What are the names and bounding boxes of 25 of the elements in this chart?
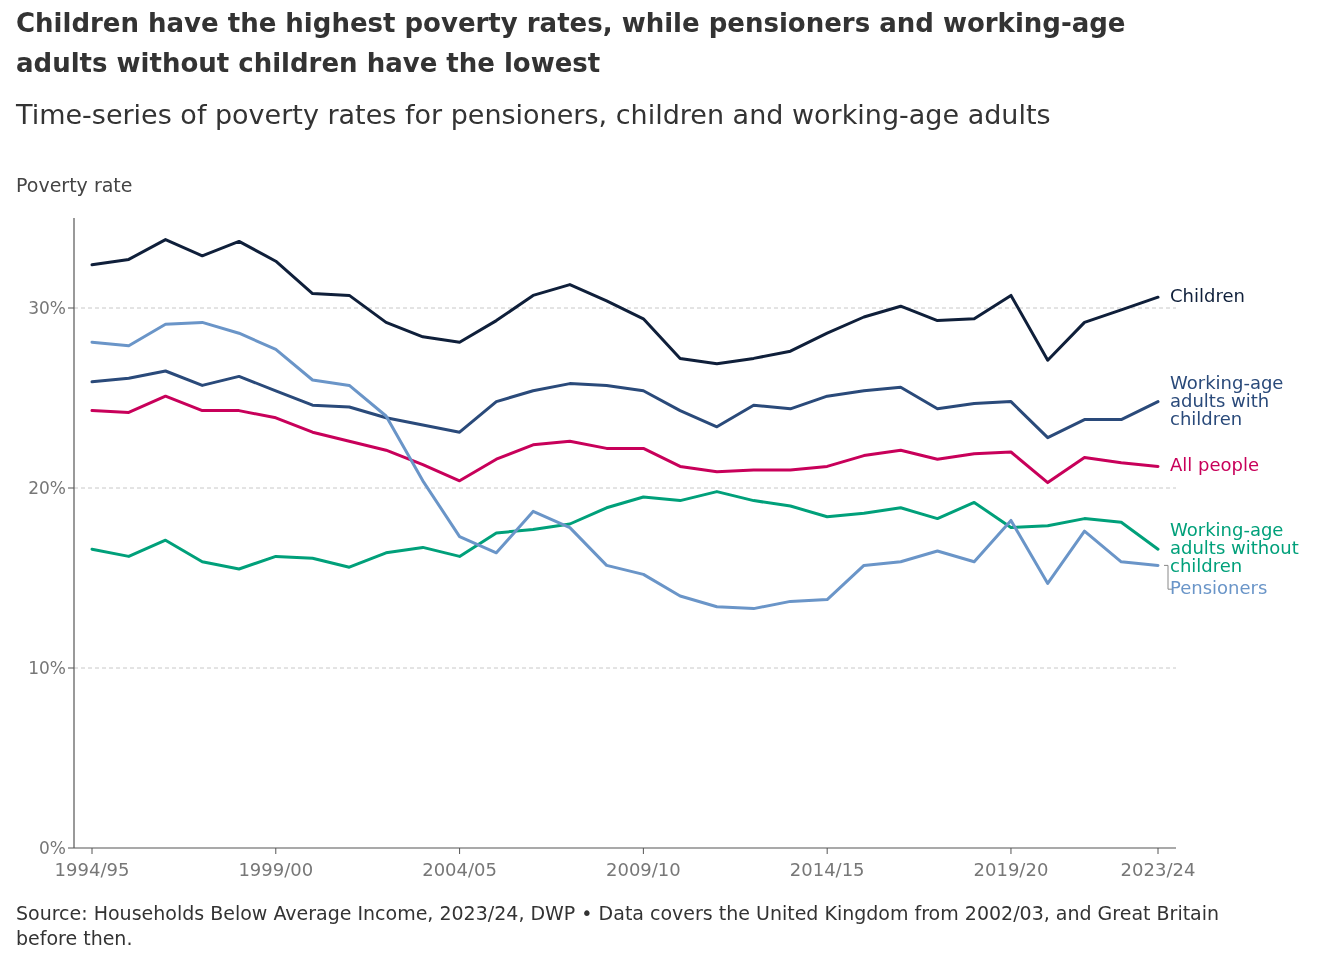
y-tick-label: 10% (28, 657, 66, 678)
series-label: All people (1170, 454, 1260, 476)
x-tick-label: 2014/15 (789, 859, 865, 880)
x-tick-label: 2023/24 (1120, 859, 1196, 880)
x-tick-label: 1994/95 (54, 859, 130, 880)
chart-title: Children have the highest poverty rates, while pensioners and working-age adults without children have the lowest (16, 8, 1126, 78)
chart-subtitle: Time-series of poverty rates for pensioners, children and working-age adults (15, 99, 1051, 130)
y-tick-label: 0% (39, 837, 66, 858)
y-tick-label: 20% (28, 477, 66, 498)
series-label: Pensioners (1170, 577, 1268, 599)
x-tick-label: 1999/00 (238, 859, 314, 880)
line-series (90, 394, 1160, 485)
line-series (90, 238, 1160, 366)
x-tick-label: 2009/10 (605, 859, 681, 880)
y-tick-label: 30% (28, 297, 66, 318)
source-note: Source: Households Below Average Income, 2023/24, DWP • Data covers the United Kingdom from 2002/03, and Great Britain before then. (16, 902, 1220, 949)
line-series (90, 490, 1160, 571)
line-series (90, 320, 1160, 611)
x-tick-label: 2004/05 (422, 859, 497, 880)
series-label: Children (1170, 285, 1245, 307)
series-label: Working-age adults with children (1170, 371, 1284, 429)
line-series (90, 369, 1160, 440)
y-axis-title: Poverty rate (16, 174, 133, 196)
series-label: Working-age adults without children (1170, 519, 1299, 577)
x-tick-label: 2019/20 (973, 859, 1049, 880)
